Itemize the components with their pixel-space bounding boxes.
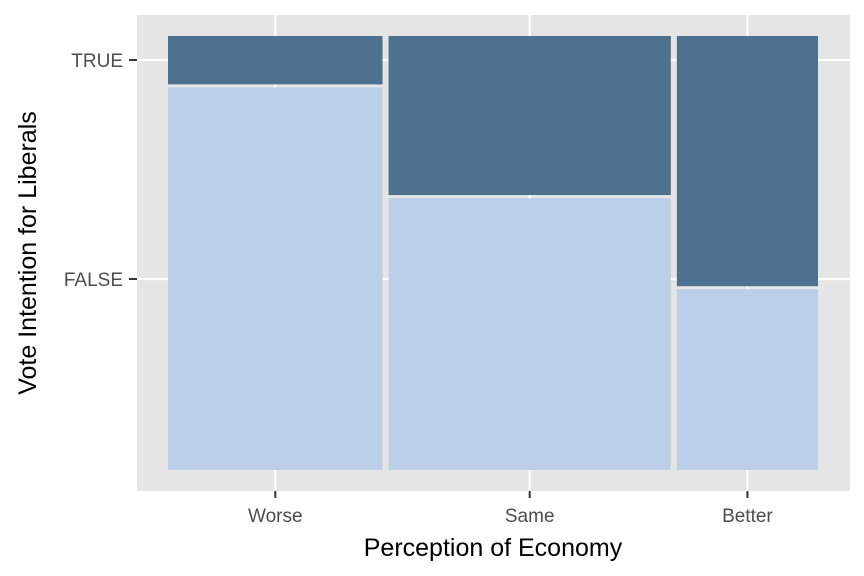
y-axis: TRUE FALSE — [64, 51, 137, 291]
tile-better-true — [676, 36, 818, 287]
x-tick-label-worse: Worse — [248, 506, 303, 527]
x-axis: Worse Same Better — [248, 491, 773, 527]
tile-same-true — [388, 36, 671, 196]
tile-same-false — [388, 198, 671, 470]
y-axis-title: Vote Intention for Liberals — [14, 111, 42, 395]
y-tick-label-true: TRUE — [71, 51, 123, 72]
x-axis-title: Perception of Economy — [364, 534, 623, 562]
x-tick-label-same: Same — [505, 506, 555, 527]
tile-better-false — [676, 289, 818, 470]
tile-worse-true — [168, 36, 383, 85]
y-tick-label-false: FALSE — [64, 270, 123, 291]
tile-worse-false — [168, 87, 383, 470]
mosaic-tiles — [168, 36, 818, 470]
x-tick-label-better: Better — [722, 506, 773, 527]
